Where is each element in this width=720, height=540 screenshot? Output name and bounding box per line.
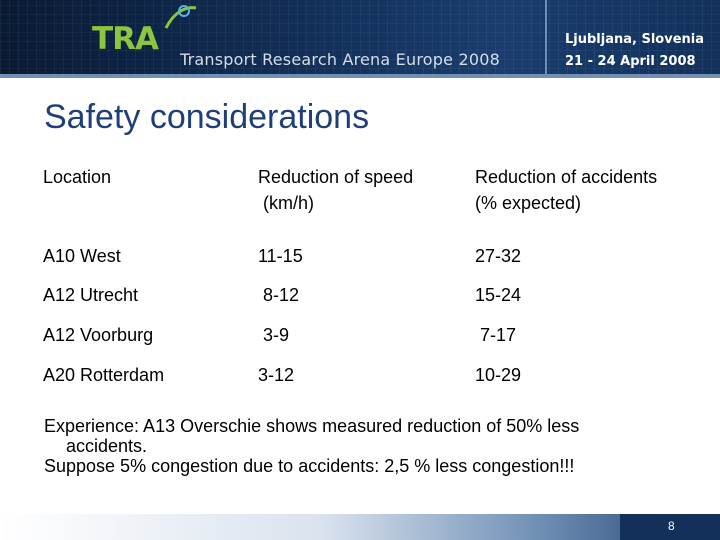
table-row-2-speed: 8-12 [258,285,300,305]
table-row-1-speed: 11-15 [258,246,303,266]
table-row-2-location: A12 Utrecht [43,285,139,305]
table-header-location: Location [43,167,112,187]
logo-swoosh-icon [164,5,197,29]
slide-title: Safety considerations [44,98,370,136]
header-banner: TRA Transport Research Arena Europe 2008… [0,0,720,78]
table-row-3-speed: 3-9 [258,325,290,345]
footer-bar [0,514,720,540]
table-row-4-location: A20 Rotterdam [43,365,165,385]
table-row-2-accidents: 15-24 [475,285,522,305]
footer-dark-block [620,514,720,540]
table-row-1-location: A10 West [43,246,121,266]
event-dates: 21 - 24 April 2008 [565,54,696,69]
event-location: Ljubljana, Slovenia [565,32,705,47]
slide-notes: Experience: A13 Overschie shows measured… [44,416,684,476]
page-number: 8 [668,519,675,533]
table-row-1-accidents: 27-32 [475,246,522,266]
tra-logo: TRA [92,21,159,57]
table-header-accidents-unit: (% expected) [475,193,582,213]
note-experience-cont: accidents. [66,436,148,456]
note-congestion: Suppose 5% congestion due to accidents: … [44,456,575,476]
table-header-speed-unit: (km/h) [258,193,314,213]
table-row-3-accidents: 7-17 [475,325,517,345]
table-header-speed: Reduction of speed [258,167,414,187]
banner-bottom-bar [0,74,720,78]
header-divider [545,0,547,74]
note-experience: Experience: A13 Overschie shows measured… [44,416,580,436]
table-row-4-accidents: 10-29 [475,365,522,385]
table-row-3-location: A12 Voorburg [43,325,154,345]
table-row-4-speed: 3-12 [258,365,295,385]
banner-texture [0,0,720,78]
event-name: Transport Research Arena Europe 2008 [180,50,500,69]
table-header-accidents: Reduction of accidents [475,167,658,187]
